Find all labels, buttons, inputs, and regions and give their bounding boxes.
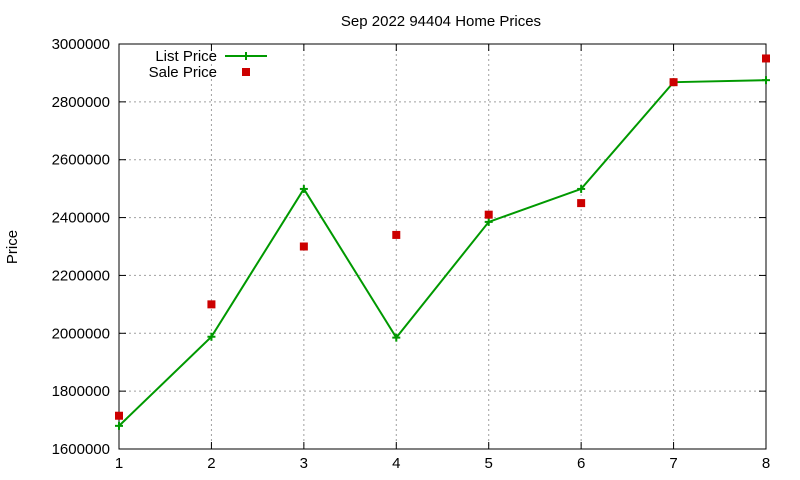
y-axis-label: Price — [4, 230, 21, 264]
legend-label: List Price — [155, 48, 217, 65]
x-tick-label: 8 — [762, 455, 770, 472]
y-tick-label: 1600000 — [52, 441, 110, 458]
data-point — [762, 54, 770, 63]
series-0 — [115, 76, 770, 430]
series-1 — [115, 54, 770, 420]
y-tick-label: 1800000 — [52, 383, 110, 400]
y-tick-label: 2200000 — [52, 267, 110, 284]
grid — [119, 44, 766, 449]
x-tick-label: 7 — [669, 455, 677, 472]
data-point — [577, 199, 586, 208]
data-point — [115, 411, 123, 420]
axes: 1600000 1800000 2000000 2200000 2400000 26000… — [52, 36, 771, 472]
y-tick-label: 2400000 — [52, 210, 110, 227]
y-tick-label: 2000000 — [52, 325, 110, 342]
x-tick-label: 5 — [485, 455, 493, 472]
data-point — [207, 300, 216, 309]
legend-marker — [242, 68, 250, 76]
x-tick-label: 3 — [300, 455, 308, 472]
data-point — [299, 242, 308, 251]
series-line — [118, 79, 767, 427]
y-tick-label: 3000000 — [52, 36, 110, 53]
data-point — [577, 184, 586, 193]
data-point — [299, 184, 308, 193]
y-tick-label: 2800000 — [52, 94, 110, 111]
data-point — [115, 421, 123, 430]
x-tick-label: 6 — [577, 455, 585, 472]
data-point — [392, 333, 401, 342]
plot-frame — [118, 43, 767, 450]
x-tick-label: 2 — [207, 455, 215, 472]
x-tick-label: 1 — [115, 455, 123, 472]
data-point — [484, 210, 493, 219]
data-point — [392, 230, 401, 239]
data-point — [207, 332, 216, 341]
data-point — [669, 78, 678, 87]
data-point — [484, 217, 493, 226]
series — [115, 54, 770, 430]
chart-title: Sep 2022 94404 Home Prices — [341, 13, 541, 30]
legend-marker — [242, 52, 250, 60]
data-point — [762, 76, 770, 85]
x-tick-label: 4 — [392, 455, 400, 472]
y-tick-label: 2600000 — [52, 152, 110, 169]
legend-label: Sale Price — [149, 64, 217, 81]
